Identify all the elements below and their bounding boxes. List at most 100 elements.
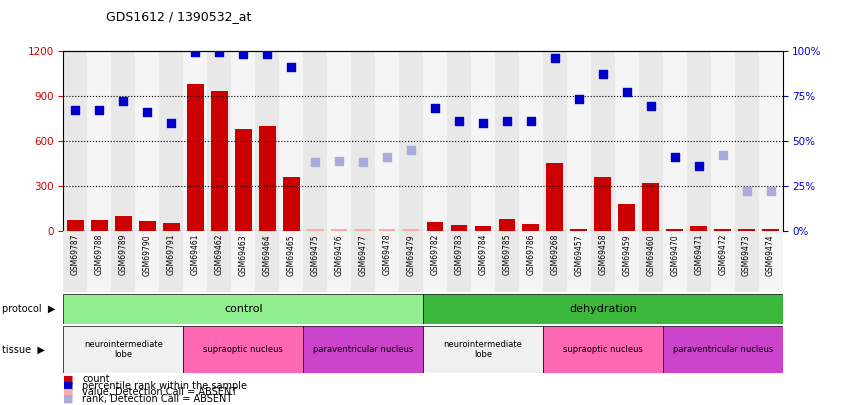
Bar <box>495 51 519 231</box>
Text: GSM69457: GSM69457 <box>574 234 583 275</box>
Bar <box>734 51 759 231</box>
Bar <box>519 51 543 231</box>
Bar <box>279 51 303 231</box>
Point <box>140 109 154 115</box>
Bar <box>231 231 255 292</box>
Bar <box>303 231 327 292</box>
Bar <box>112 51 135 231</box>
Bar <box>591 51 615 231</box>
Point <box>644 103 657 110</box>
Bar <box>303 51 327 231</box>
Bar <box>762 229 779 231</box>
Text: GSM69791: GSM69791 <box>167 234 176 275</box>
Bar <box>375 231 399 292</box>
Bar <box>667 229 683 231</box>
Bar <box>711 51 734 231</box>
Bar <box>471 231 495 292</box>
Text: GSM69476: GSM69476 <box>335 234 343 275</box>
Bar <box>567 51 591 231</box>
Bar <box>135 231 159 292</box>
Bar <box>662 51 687 231</box>
Bar <box>714 229 731 231</box>
Text: neurointermediate
lobe: neurointermediate lobe <box>443 340 522 359</box>
Bar <box>471 51 495 231</box>
Bar <box>307 229 323 231</box>
Bar <box>159 51 184 231</box>
Bar <box>618 204 635 231</box>
Text: percentile rank within the sample: percentile rank within the sample <box>82 381 247 391</box>
Bar <box>543 326 662 373</box>
Bar <box>451 225 467 231</box>
Bar <box>163 223 179 231</box>
Point <box>739 188 753 194</box>
Point <box>284 64 298 70</box>
Bar <box>759 51 783 231</box>
Point <box>428 105 442 111</box>
Bar <box>63 231 87 292</box>
Bar <box>734 231 759 292</box>
Text: dehydration: dehydration <box>569 304 637 314</box>
Bar <box>63 51 87 231</box>
Text: GSM69782: GSM69782 <box>431 234 439 275</box>
Text: supraoptic nucleus: supraoptic nucleus <box>203 345 283 354</box>
Point <box>476 119 490 126</box>
Bar <box>519 231 543 292</box>
Point <box>332 157 346 164</box>
Bar <box>135 51 159 231</box>
Bar <box>211 91 228 231</box>
Text: GSM69475: GSM69475 <box>310 234 320 275</box>
Bar <box>687 231 711 292</box>
Bar <box>475 226 492 231</box>
Text: GSM69462: GSM69462 <box>215 234 223 275</box>
Bar <box>711 231 734 292</box>
Bar <box>570 229 587 231</box>
Bar <box>543 51 567 231</box>
Point <box>500 118 514 124</box>
Bar <box>207 231 231 292</box>
Bar <box>615 51 639 231</box>
Bar <box>87 231 112 292</box>
Text: count: count <box>82 375 110 384</box>
Text: GSM69472: GSM69472 <box>718 234 727 275</box>
Text: GSM69478: GSM69478 <box>382 234 392 275</box>
Bar <box>543 231 567 292</box>
Bar <box>547 163 563 231</box>
Bar <box>739 229 755 231</box>
Bar <box>426 222 443 231</box>
Text: GSM69474: GSM69474 <box>766 234 775 275</box>
Text: GDS1612 / 1390532_at: GDS1612 / 1390532_at <box>106 10 251 23</box>
Bar <box>639 231 662 292</box>
Point <box>452 118 465 124</box>
Bar <box>423 326 543 373</box>
Point <box>572 96 585 102</box>
Point <box>380 154 393 160</box>
Point <box>92 107 106 113</box>
Bar <box>403 229 420 231</box>
Text: ■: ■ <box>63 381 74 391</box>
Bar <box>759 231 783 292</box>
Point <box>189 49 202 55</box>
Point <box>404 147 418 153</box>
Text: GSM69787: GSM69787 <box>71 234 80 275</box>
Bar <box>447 51 471 231</box>
Bar <box>91 220 107 231</box>
Bar <box>690 226 707 231</box>
Bar <box>423 294 783 324</box>
Point <box>716 152 729 158</box>
Bar <box>399 231 423 292</box>
Text: GSM69789: GSM69789 <box>119 234 128 275</box>
Text: control: control <box>224 304 262 314</box>
Bar <box>235 129 251 231</box>
Bar <box>423 231 447 292</box>
Text: GSM69786: GSM69786 <box>526 234 536 275</box>
Bar <box>283 177 299 231</box>
Text: tissue  ▶: tissue ▶ <box>2 344 45 354</box>
Point <box>308 159 321 166</box>
Text: GSM69464: GSM69464 <box>263 234 272 275</box>
Bar <box>139 221 156 231</box>
Text: GSM69463: GSM69463 <box>239 234 248 275</box>
Bar <box>67 220 84 231</box>
Bar <box>255 51 279 231</box>
Bar <box>184 51 207 231</box>
Point <box>261 51 274 58</box>
